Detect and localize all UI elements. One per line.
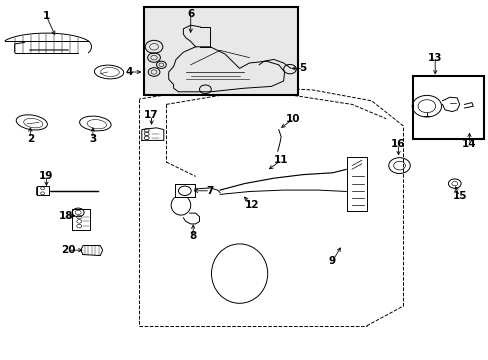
Bar <box>144 7 298 95</box>
Text: 1: 1 <box>43 11 50 21</box>
Text: 14: 14 <box>461 139 476 149</box>
Text: 18: 18 <box>59 211 73 221</box>
Text: 8: 8 <box>189 231 196 241</box>
Text: 5: 5 <box>299 63 306 73</box>
Text: 6: 6 <box>187 9 194 19</box>
Text: 7: 7 <box>206 186 214 196</box>
Text: 12: 12 <box>244 200 259 210</box>
Text: 10: 10 <box>285 114 300 124</box>
Text: 13: 13 <box>427 53 442 63</box>
Bar <box>412 76 483 139</box>
Text: 11: 11 <box>273 155 288 165</box>
Text: 15: 15 <box>451 191 466 201</box>
Text: 4: 4 <box>125 67 133 77</box>
Text: 19: 19 <box>39 171 54 181</box>
Text: 3: 3 <box>89 134 96 144</box>
Text: 20: 20 <box>61 245 76 255</box>
Polygon shape <box>81 246 102 256</box>
Polygon shape <box>175 184 194 197</box>
Text: 16: 16 <box>390 139 405 149</box>
Polygon shape <box>142 128 163 140</box>
Text: 9: 9 <box>328 256 335 266</box>
Polygon shape <box>37 186 49 195</box>
Text: 17: 17 <box>144 110 159 120</box>
Polygon shape <box>72 209 90 230</box>
Text: 2: 2 <box>27 134 34 144</box>
Polygon shape <box>346 157 366 211</box>
